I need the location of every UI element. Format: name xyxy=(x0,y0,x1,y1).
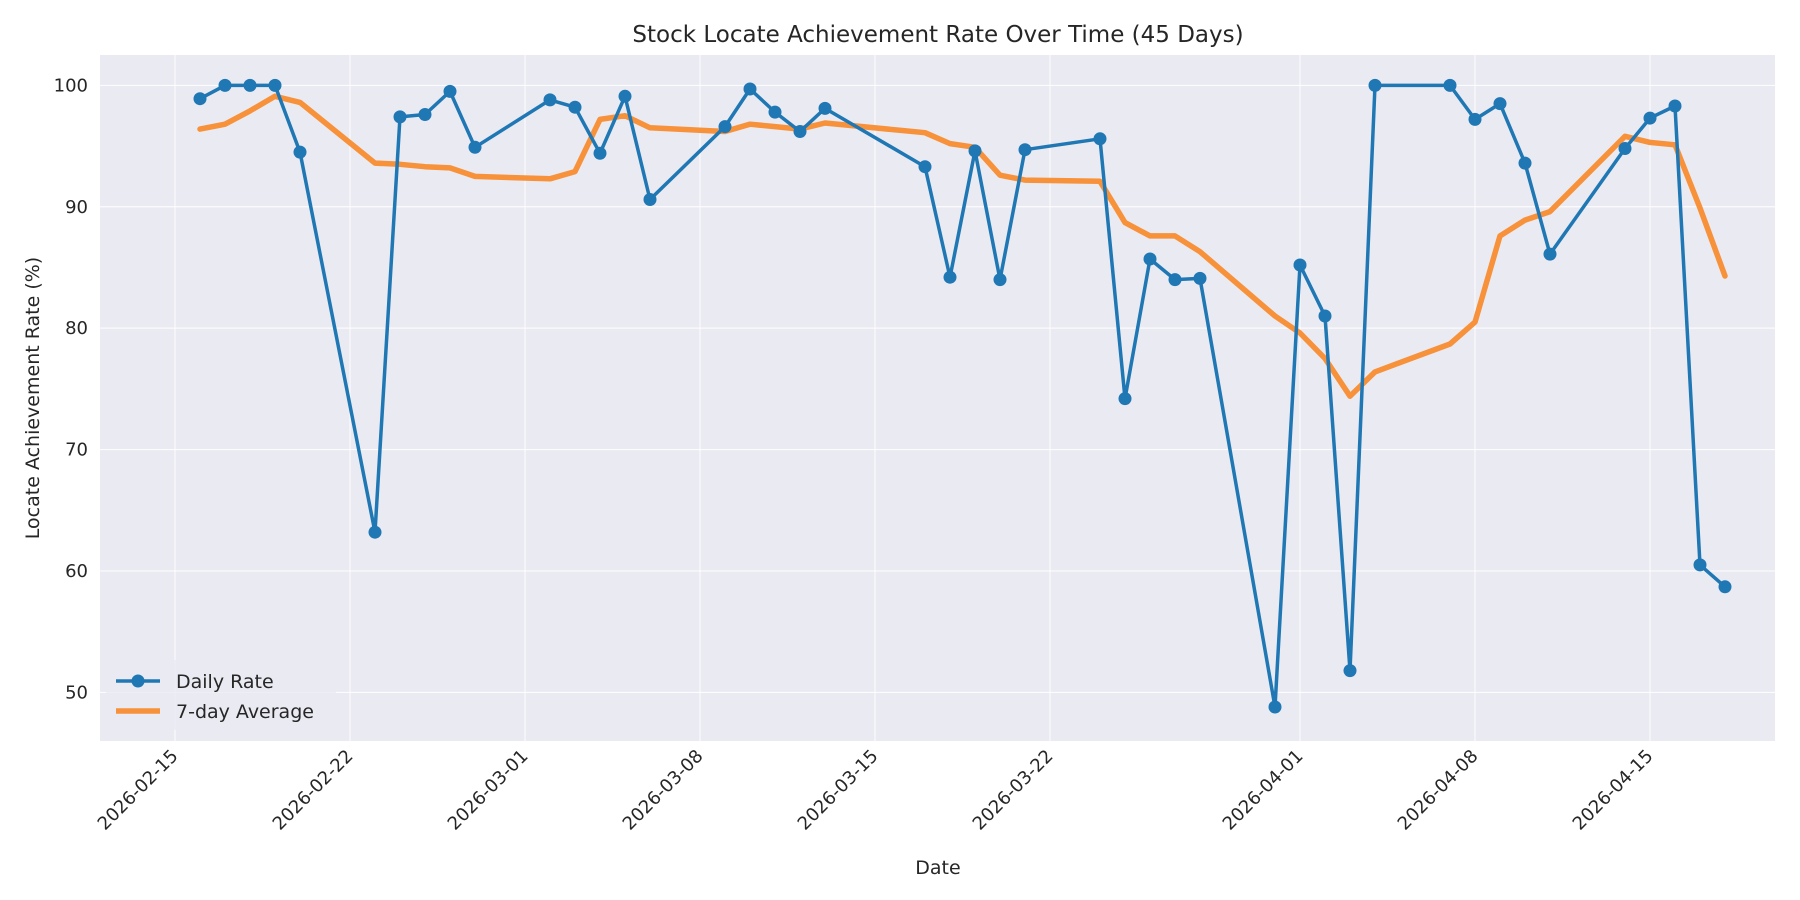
legend-label-7-day-average: 7-day Average xyxy=(176,701,314,723)
data-point-daily-rate xyxy=(1443,78,1457,92)
chart-title: Stock Locate Achievement Rate Over Time … xyxy=(632,22,1243,48)
y-axis-label: Locate Achievement Rate (%) xyxy=(22,257,44,539)
legend-label-daily-rate: Daily Rate xyxy=(176,671,274,693)
data-point-daily-rate xyxy=(1318,309,1332,323)
data-point-daily-rate xyxy=(1543,247,1557,261)
data-point-daily-rate xyxy=(393,110,407,124)
data-point-daily-rate xyxy=(1018,143,1032,157)
y-tick-label: 80 xyxy=(65,318,88,339)
y-tick-label: 60 xyxy=(65,561,88,582)
data-point-daily-rate xyxy=(1193,271,1207,285)
data-point-daily-rate xyxy=(1618,142,1632,155)
data-point-daily-rate xyxy=(1143,252,1157,266)
data-point-daily-rate xyxy=(1668,99,1682,113)
data-point-daily-rate xyxy=(993,273,1007,287)
data-point-daily-rate xyxy=(718,120,732,134)
data-point-daily-rate xyxy=(743,82,757,96)
data-point-daily-rate xyxy=(818,101,832,115)
data-point-daily-rate xyxy=(643,193,657,206)
data-point-daily-rate xyxy=(268,78,282,92)
y-tick-label: 90 xyxy=(65,197,88,218)
legend: Daily Rate 7-day Average xyxy=(106,660,336,730)
data-point-daily-rate xyxy=(968,144,982,158)
data-point-daily-rate xyxy=(193,92,207,106)
data-point-daily-rate xyxy=(1168,273,1182,287)
data-point-daily-rate xyxy=(1343,664,1357,678)
data-point-daily-rate xyxy=(418,108,432,121)
legend-box xyxy=(106,660,336,730)
plot-area xyxy=(100,55,1775,741)
data-point-daily-rate xyxy=(1493,97,1507,111)
y-tick-label: 100 xyxy=(54,75,88,96)
data-point-daily-rate xyxy=(943,270,957,284)
data-point-daily-rate xyxy=(1643,111,1657,125)
data-point-daily-rate xyxy=(768,105,782,119)
y-tick-label: 50 xyxy=(65,682,88,703)
data-point-daily-rate xyxy=(1118,392,1132,406)
data-point-daily-rate xyxy=(1518,156,1532,170)
data-point-daily-rate xyxy=(568,100,582,114)
data-point-daily-rate xyxy=(793,125,807,138)
series-layer xyxy=(193,78,1732,714)
data-point-daily-rate xyxy=(1093,132,1107,146)
data-point-daily-rate xyxy=(468,140,482,154)
data-point-daily-rate xyxy=(1368,78,1382,92)
y-tick-label: 70 xyxy=(65,440,88,461)
data-point-daily-rate xyxy=(218,78,232,92)
data-point-daily-rate xyxy=(543,93,557,107)
data-point-daily-rate xyxy=(1293,258,1307,272)
data-point-daily-rate xyxy=(443,84,457,98)
x-axis-label: Date xyxy=(915,857,960,879)
data-point-daily-rate xyxy=(1718,580,1732,594)
data-point-daily-rate xyxy=(1693,558,1707,572)
data-point-daily-rate xyxy=(293,145,307,159)
legend-marker-daily-rate xyxy=(131,674,145,688)
data-point-daily-rate xyxy=(368,525,382,539)
data-point-daily-rate xyxy=(1468,112,1482,126)
data-point-daily-rate xyxy=(918,160,932,174)
data-point-daily-rate xyxy=(1268,700,1282,714)
data-point-daily-rate xyxy=(618,89,632,103)
data-point-daily-rate xyxy=(243,78,257,92)
data-point-daily-rate xyxy=(593,146,607,160)
